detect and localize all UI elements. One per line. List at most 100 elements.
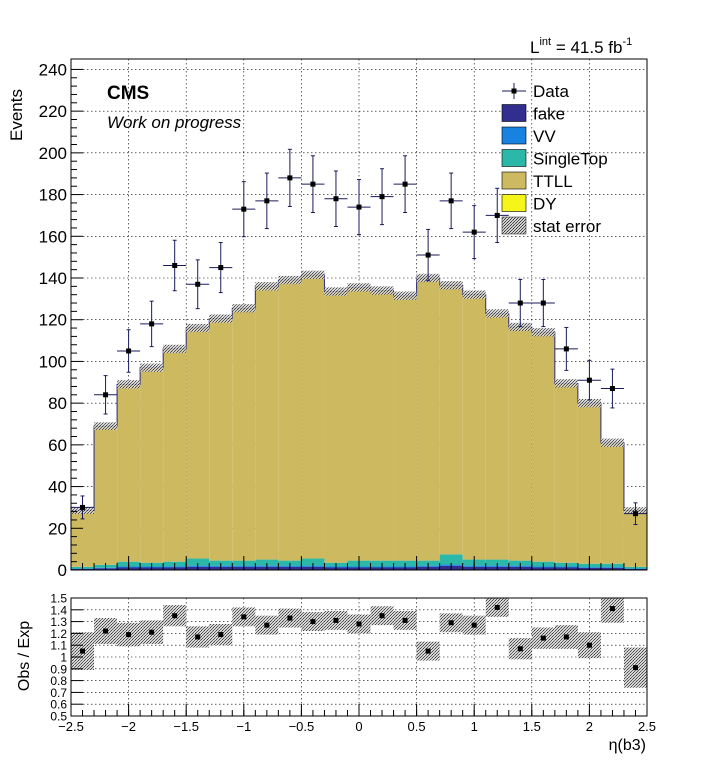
work-label: Work on progress (107, 113, 242, 132)
ratio-point (149, 629, 155, 635)
lumi-label: Lint = 41.5 fb-1 (530, 36, 632, 57)
ratio-point (80, 648, 86, 654)
bar-ttll (462, 294, 486, 560)
ratio-point (356, 621, 362, 627)
data-point (439, 172, 463, 230)
data-point (255, 172, 279, 230)
legend-item: fake (501, 104, 565, 124)
data-point (577, 359, 601, 401)
ratio-point (103, 628, 109, 634)
ratio-point (379, 613, 385, 619)
bar-ttll (623, 510, 647, 567)
bar-singletop (439, 554, 463, 565)
data-point (301, 155, 325, 214)
stat-error-box (370, 286, 394, 295)
main-axes: 0 20 40 60 80 100 120 140 160 180 200 220 240 (39, 60, 648, 580)
ratio-point (448, 620, 454, 626)
x-tick-label: 2.5 (638, 719, 656, 734)
ratio-y-tick-label: 0.7 (50, 686, 67, 700)
y-tick-label: 240 (39, 60, 67, 79)
stat-error-box (186, 323, 210, 333)
ratio-point (218, 632, 224, 638)
data-point (278, 148, 302, 207)
bar-singletop (301, 558, 325, 566)
main-y-axis-label: Events (7, 89, 26, 141)
ratio-axes: 0.50.60.70.80.911.11.21.31.41.5−2.5 −2 −1.… (50, 592, 656, 735)
y-tick-label: 80 (48, 394, 67, 413)
ratio-point (172, 613, 178, 619)
ratio-point (609, 606, 615, 612)
ratio-y-axis-label: Obs / Exp (16, 621, 33, 691)
ratio-y-tick-label: 0.5 (50, 710, 67, 724)
data-point (393, 155, 417, 214)
legend-item: DY (501, 194, 557, 214)
data-point (554, 326, 578, 371)
bar-ttll (416, 278, 440, 561)
y-tick-label: 220 (39, 102, 67, 121)
data-points (71, 148, 647, 526)
legend-item: stat error (501, 216, 601, 236)
stat-error-box (347, 283, 371, 292)
legend-label: SingleTop (533, 150, 608, 169)
bar-ttll (508, 327, 532, 561)
ratio-y-tick-label: 0.8 (50, 674, 67, 688)
bar-ttll (209, 318, 233, 561)
ratio-point (310, 619, 316, 625)
ratio-y-tick-label: 1.1 (50, 639, 67, 653)
bar-ttll (163, 348, 187, 562)
y-tick-label: 20 (48, 519, 67, 538)
legend-item: Data (502, 82, 569, 101)
legend-item: TTLL (501, 171, 573, 191)
data-point (416, 228, 440, 282)
data-point (94, 375, 118, 415)
cms-label: CMS (107, 83, 149, 104)
ratio-point (264, 622, 270, 628)
x-tick-label: 1.5 (523, 719, 541, 734)
stat-error-box (255, 282, 279, 291)
data-point (232, 181, 256, 238)
stat-error-box (163, 344, 187, 354)
x-tick-label: −1.5 (173, 719, 199, 734)
bar-ttll (186, 328, 210, 559)
stacked-histogram (70, 274, 648, 570)
data-point (186, 259, 210, 310)
bar-ttll (301, 274, 325, 559)
x-axis-label: η(b3) (609, 737, 646, 754)
x-tick-label: −2.5 (58, 719, 84, 734)
data-point (347, 179, 371, 236)
stat-error-box (554, 379, 578, 388)
stat-error-box (301, 270, 325, 280)
legend-item: SingleTop (501, 149, 608, 169)
y-tick-label: 180 (39, 186, 67, 205)
stat-error-box (140, 363, 164, 372)
ratio-point (195, 634, 201, 640)
data-point (163, 239, 187, 292)
y-tick-label: 40 (48, 478, 67, 497)
stat-error-box (485, 309, 509, 318)
bar-ttll (71, 510, 95, 567)
stat-error-box (117, 380, 141, 389)
x-tick-label: 1 (471, 719, 478, 734)
ratio-point (333, 617, 339, 623)
ratio-point (540, 635, 546, 641)
x-tick-label: 0.5 (408, 719, 426, 734)
stat-error-box (209, 314, 233, 323)
stat-error-box (577, 398, 601, 408)
bar-ttll (140, 367, 164, 563)
bar-ttll (577, 403, 601, 564)
bar-ttll (554, 383, 578, 563)
legend-label: DY (533, 195, 557, 214)
ratio-point (425, 648, 431, 654)
stat-error-box (393, 291, 417, 300)
legend: Data fake VV SingleTop TTLL DY stat error (501, 82, 608, 236)
ratio-point (517, 646, 523, 652)
bar-ttll (439, 285, 463, 555)
x-tick-label: 0 (355, 719, 362, 734)
data-point (462, 205, 486, 260)
stat-error-box (462, 290, 486, 299)
x-tick-label: −2 (121, 719, 136, 734)
y-tick-label: 100 (39, 352, 67, 371)
bar-ttll (117, 384, 141, 562)
data-point (140, 300, 164, 348)
